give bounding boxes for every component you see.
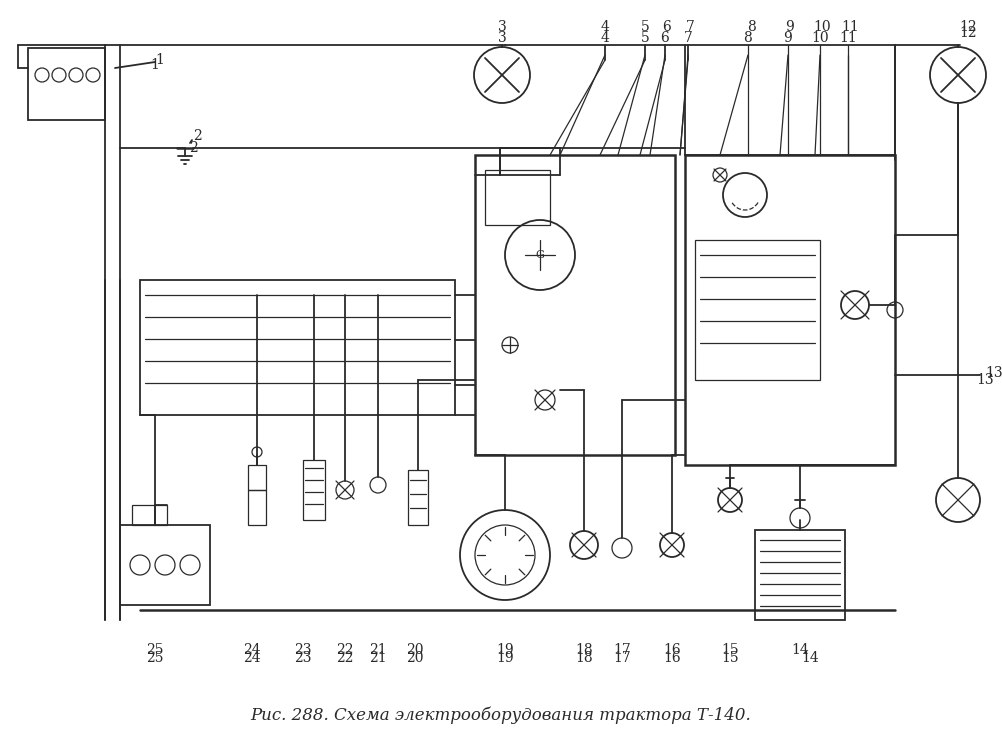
- Text: 6: 6: [660, 31, 668, 45]
- Text: G: G: [535, 250, 544, 260]
- Text: 19: 19: [496, 643, 513, 657]
- Text: 15: 15: [720, 651, 738, 665]
- Text: 18: 18: [574, 651, 592, 665]
- Bar: [755, 530, 844, 620]
- Text: 20: 20: [406, 643, 423, 657]
- Text: 5: 5: [640, 31, 648, 45]
- Bar: [132, 505, 167, 525]
- Text: 9: 9: [785, 20, 794, 34]
- Text: 17: 17: [612, 643, 630, 657]
- Text: 7: 7: [683, 31, 691, 45]
- Text: 10: 10: [811, 31, 828, 45]
- Text: 8: 8: [742, 31, 752, 45]
- Text: 8: 8: [746, 20, 756, 34]
- Bar: [140, 280, 455, 415]
- Text: 17: 17: [612, 651, 630, 665]
- Text: 18: 18: [574, 643, 592, 657]
- Text: 11: 11: [841, 20, 858, 34]
- Text: 14: 14: [801, 651, 818, 665]
- Text: 3: 3: [497, 20, 506, 34]
- Text: 21: 21: [369, 651, 387, 665]
- Bar: [684, 155, 894, 465]
- Text: 5: 5: [640, 20, 648, 34]
- Bar: [475, 155, 674, 455]
- Bar: [485, 170, 549, 225]
- Text: 1: 1: [150, 58, 159, 72]
- Text: 15: 15: [720, 643, 738, 657]
- Text: 13: 13: [975, 373, 993, 387]
- Bar: [408, 470, 428, 525]
- Text: 22: 22: [336, 643, 354, 657]
- Text: 25: 25: [146, 643, 163, 657]
- Text: 23: 23: [294, 651, 312, 665]
- Text: 21: 21: [369, 643, 387, 657]
- Text: 7: 7: [685, 20, 693, 34]
- Text: 4: 4: [600, 20, 609, 34]
- Text: 22: 22: [336, 651, 354, 665]
- Text: 24: 24: [242, 643, 261, 657]
- Text: 23: 23: [294, 643, 312, 657]
- Text: 3: 3: [497, 31, 506, 45]
- Text: 16: 16: [662, 643, 680, 657]
- Text: 12: 12: [958, 26, 976, 40]
- Text: 4: 4: [600, 31, 609, 45]
- Text: 20: 20: [406, 651, 423, 665]
- Text: 11: 11: [839, 31, 856, 45]
- Text: 14: 14: [791, 643, 808, 657]
- Text: 19: 19: [496, 651, 513, 665]
- Bar: [120, 525, 209, 605]
- Text: 2: 2: [192, 129, 201, 143]
- Text: Рис. 288. Схема электрооборудования трактора Т-140.: Рис. 288. Схема электрооборудования трак…: [250, 707, 750, 724]
- Bar: [694, 240, 820, 380]
- Bar: [247, 465, 266, 490]
- Text: 24: 24: [242, 651, 261, 665]
- Text: 25: 25: [146, 651, 163, 665]
- Text: 13: 13: [984, 366, 1002, 380]
- Text: 12: 12: [958, 20, 976, 34]
- Text: 6: 6: [662, 20, 670, 34]
- Text: 9: 9: [783, 31, 792, 45]
- Text: 10: 10: [813, 20, 830, 34]
- Bar: [28, 48, 105, 120]
- Text: 1: 1: [155, 53, 164, 67]
- Bar: [303, 460, 325, 520]
- Text: 16: 16: [662, 651, 680, 665]
- Text: 2: 2: [188, 141, 197, 155]
- Bar: [247, 490, 266, 525]
